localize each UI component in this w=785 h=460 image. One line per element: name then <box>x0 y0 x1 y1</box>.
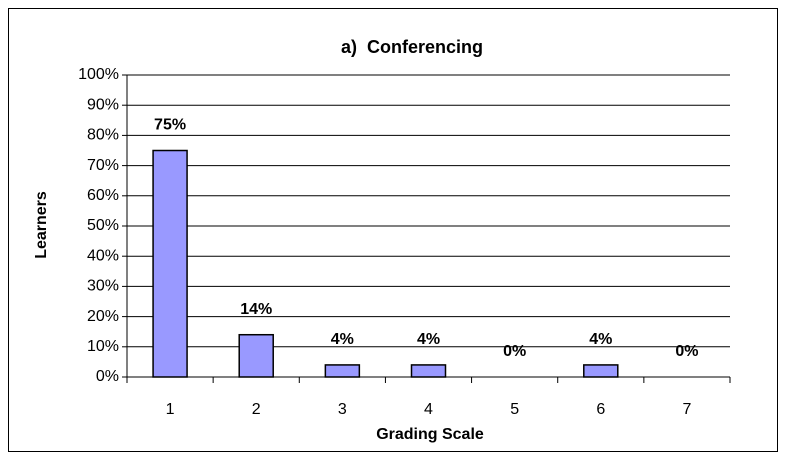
x-tick-label: 3 <box>338 401 347 418</box>
y-tick-label: 30% <box>87 278 119 295</box>
data-label: 4% <box>331 331 354 348</box>
x-tick-label: 6 <box>596 401 605 418</box>
x-tick-label: 7 <box>682 401 691 418</box>
y-tick-label: 40% <box>87 247 119 264</box>
y-tick-label: 20% <box>87 308 119 325</box>
y-axis-label: Learners <box>33 191 50 259</box>
bar <box>238 333 274 378</box>
y-tick-label: 90% <box>87 96 119 113</box>
x-tick-label: 4 <box>424 401 433 418</box>
chart-title: a) Conferencing <box>341 37 483 57</box>
data-label: 0% <box>503 343 526 360</box>
x-axis-label: Grading Scale <box>376 426 484 443</box>
x-tick-label: 5 <box>510 401 519 418</box>
chart-border <box>8 8 778 452</box>
y-tick-label: 80% <box>87 127 119 144</box>
data-label: 14% <box>240 301 272 318</box>
y-tick-label: 0% <box>96 368 119 385</box>
data-label: 0% <box>675 343 698 360</box>
data-label: 4% <box>589 331 612 348</box>
y-tick-label: 70% <box>87 157 119 174</box>
x-tick-label: 2 <box>252 401 261 418</box>
y-tick-label: 100% <box>78 66 119 83</box>
bar <box>324 364 361 378</box>
bar <box>152 149 188 378</box>
y-tick-label: 50% <box>87 217 119 234</box>
x-tick-label: 1 <box>166 401 175 418</box>
data-label: 75% <box>154 117 186 134</box>
bar <box>410 364 447 378</box>
bar <box>583 364 619 378</box>
y-tick-label: 60% <box>87 187 119 204</box>
y-tick-label: 10% <box>87 338 119 355</box>
data-label: 4% <box>417 331 440 348</box>
